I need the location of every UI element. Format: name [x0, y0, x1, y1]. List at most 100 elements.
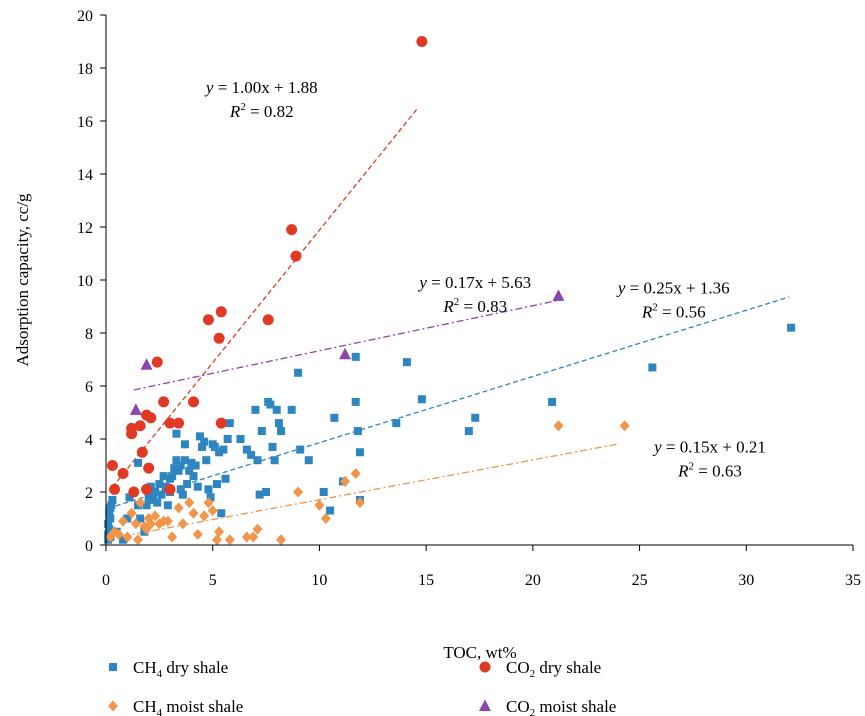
data-point-series-2 — [151, 356, 163, 368]
fit-line-0 — [111, 107, 419, 488]
data-point-series-2 — [141, 483, 153, 495]
data-point-series-0 — [236, 435, 245, 443]
fit-r2-2: R2 = 0.56 — [641, 301, 706, 321]
data-point-series-0 — [270, 456, 279, 465]
legend-marker-0 — [109, 663, 117, 671]
data-point-series-0 — [215, 448, 224, 457]
data-point-series-2 — [286, 224, 298, 236]
data-point-series-1 — [126, 507, 137, 519]
data-point-series-0 — [294, 368, 303, 377]
fit-equations: y = 1.00x + 1.88 R2 = 0.82 y = 0.17x + 5.6… — [204, 78, 766, 480]
data-point-series-0 — [223, 435, 232, 443]
data-point-series-0 — [195, 432, 204, 441]
data-point-series-1 — [320, 513, 331, 524]
data-point-series-1 — [214, 526, 225, 538]
data-point-series-1 — [203, 497, 214, 509]
data-point-series-1 — [293, 486, 304, 498]
fit-equation-0: y = 1.00x + 1.88 — [204, 78, 318, 97]
data-point-series-0 — [193, 482, 202, 491]
data-point-series-0 — [402, 358, 411, 367]
data-point-series-1 — [207, 505, 218, 517]
fit-r2-3: R2 = 0.63 — [677, 460, 742, 480]
data-point-series-0 — [202, 456, 211, 465]
data-point-series-1 — [113, 528, 124, 540]
data-point-series-0 — [198, 442, 207, 451]
y-tick-label: 16 — [77, 114, 93, 131]
fit-line-1 — [133, 298, 563, 391]
legend-marker-2 — [479, 661, 491, 673]
data-point-series-1 — [199, 510, 210, 522]
data-point-series-2 — [128, 486, 140, 498]
data-point-series-1 — [248, 531, 259, 543]
data-point-series-1 — [135, 497, 146, 509]
data-point-series-0 — [355, 448, 364, 457]
x-tick-label: 15 — [418, 572, 434, 589]
data-point-series-0 — [787, 323, 796, 332]
data-point-series-0 — [172, 429, 181, 438]
data-point-series-2 — [134, 420, 146, 432]
data-point-series-1 — [192, 528, 203, 540]
data-point-series-2 — [416, 36, 428, 47]
data-point-series-1 — [167, 531, 178, 543]
data-point-series-0 — [274, 419, 283, 428]
data-point-series-1 — [184, 497, 195, 509]
y-tick-label: 8 — [85, 326, 93, 343]
data-point-series-1 — [241, 531, 252, 543]
data-points — [104, 36, 796, 546]
data-point-series-0 — [142, 501, 151, 510]
data-point-series-0 — [330, 413, 339, 422]
data-point-series-0 — [108, 495, 117, 504]
data-point-series-3 — [140, 358, 153, 370]
data-point-series-0 — [351, 397, 360, 406]
y-tick-label: 4 — [85, 432, 93, 449]
data-point-series-1 — [145, 518, 156, 530]
data-point-series-0 — [296, 445, 305, 454]
data-point-series-2 — [215, 306, 227, 318]
data-point-series-0 — [206, 493, 215, 502]
data-point-series-0 — [268, 442, 277, 451]
y-tick-label: 20 — [77, 8, 93, 25]
data-point-series-2 — [117, 467, 129, 479]
data-point-series-0 — [392, 419, 401, 428]
data-point-series-1 — [354, 497, 365, 509]
data-point-series-3 — [339, 347, 352, 360]
fit-lines — [107, 107, 790, 540]
data-point-series-0 — [262, 488, 271, 496]
data-point-series-0 — [464, 427, 473, 436]
data-point-series-1 — [553, 420, 564, 432]
data-point-series-0 — [277, 427, 286, 436]
y-axis-label: Adsorption capacity, cc/g — [13, 193, 32, 367]
data-point-series-1 — [118, 515, 129, 527]
data-point-series-1 — [162, 515, 173, 527]
data-point-series-0 — [242, 445, 251, 454]
legend-label-3: CO2 moist shale — [506, 697, 616, 716]
y-tick-label: 6 — [85, 379, 93, 396]
data-point-series-0 — [319, 488, 328, 496]
y-tick-label: 0 — [85, 538, 93, 555]
data-point-series-2 — [158, 396, 170, 408]
x-tick-label: 10 — [311, 572, 327, 589]
data-point-series-0 — [155, 480, 164, 489]
data-point-series-0 — [304, 456, 313, 465]
data-point-series-0 — [221, 474, 230, 483]
data-point-series-0 — [178, 490, 187, 499]
data-point-series-1 — [619, 420, 630, 432]
fit-line-3 — [108, 443, 619, 540]
data-point-series-0 — [125, 493, 134, 502]
data-point-series-2 — [164, 483, 176, 495]
data-point-series-1 — [340, 475, 351, 487]
data-point-series-2 — [215, 417, 227, 429]
data-point-series-0 — [247, 450, 256, 459]
data-point-series-0 — [189, 472, 198, 481]
data-point-series-0 — [153, 498, 162, 507]
x-tick-label: 25 — [632, 572, 648, 589]
data-point-series-0 — [191, 461, 200, 470]
legend-label-0: CH4 dry shale — [133, 658, 228, 680]
data-point-series-0 — [210, 442, 219, 451]
data-point-series-2 — [143, 462, 155, 474]
data-point-series-0 — [134, 458, 143, 467]
data-point-series-1 — [173, 502, 184, 514]
data-point-series-0 — [266, 400, 275, 409]
data-point-series-2 — [213, 332, 225, 344]
